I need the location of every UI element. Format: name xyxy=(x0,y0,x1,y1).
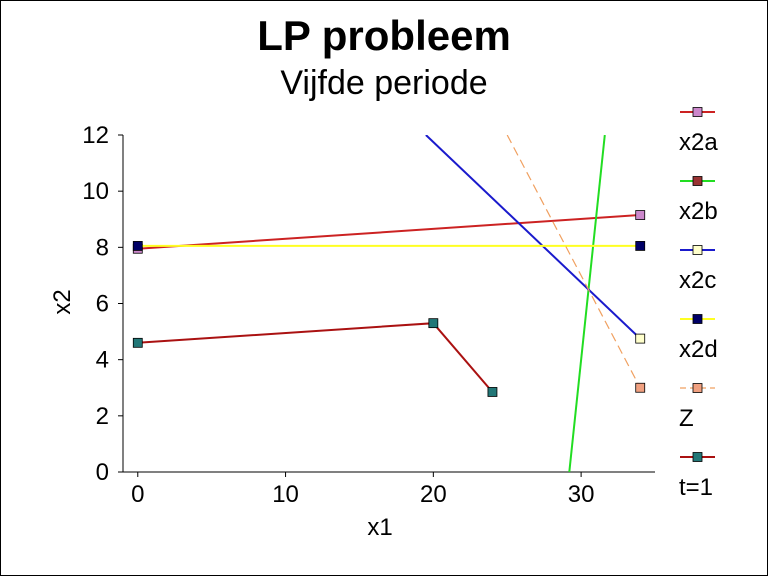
series-marker-Z xyxy=(635,382,646,393)
legend-label-t=1: t=1 xyxy=(679,474,713,501)
series-marker-t=1 xyxy=(132,337,143,348)
series-marker-x2c xyxy=(635,333,646,344)
legend-marker-x2a xyxy=(692,107,703,117)
series-marker-t=1 xyxy=(487,387,498,397)
y-tick-label: 8 xyxy=(96,234,109,261)
y-tick-label: 12 xyxy=(82,122,109,149)
legend-label-x2a: x2a xyxy=(679,129,718,156)
chart-subtitle: Vijfde periode xyxy=(280,64,488,102)
legend-label-Z: Z xyxy=(679,405,694,432)
legend-marker-x2b xyxy=(692,176,703,186)
legend: x2a x2b x2c x2d Zt=1 xyxy=(679,107,718,501)
series-layer xyxy=(132,135,646,472)
legend-marker-x2c xyxy=(692,245,703,255)
y-axis-label: x2 xyxy=(49,289,76,314)
y-tick-label: 6 xyxy=(96,291,109,318)
legend-label-x2b: x2b xyxy=(679,198,718,225)
x-tick-label: 0 xyxy=(131,481,144,508)
series-line-x2c xyxy=(425,135,641,340)
series-line-t=1 xyxy=(137,322,494,393)
series-marker-x2d xyxy=(132,241,143,251)
series-marker-x2d xyxy=(635,241,646,251)
legend-label-x2d: x2d xyxy=(679,336,718,363)
legend-label-x2c: x2c xyxy=(679,267,716,294)
plot-area: 0 2 4 6 8 10 12 0 10 20 30 xyxy=(82,122,655,508)
y-tick-label: 4 xyxy=(96,347,109,374)
series-line-x2b xyxy=(568,135,606,472)
chart-title: LP probleem xyxy=(257,12,511,59)
legend-marker-Z xyxy=(692,383,703,393)
x-tick-label: 10 xyxy=(272,481,299,508)
legend-marker-t=1 xyxy=(692,452,703,462)
series-marker-t=1 xyxy=(428,318,439,329)
y-tick-label: 10 xyxy=(82,178,109,205)
y-tick-label: 2 xyxy=(96,403,109,430)
x-tick-label: 30 xyxy=(568,481,595,508)
y-tick-label: 0 xyxy=(96,459,109,486)
legend-marker-x2d xyxy=(692,314,703,324)
series-line-x2a xyxy=(137,214,641,250)
series-marker-x2a xyxy=(635,210,646,220)
x-axis-label: x1 xyxy=(367,514,392,541)
x-tick-label: 20 xyxy=(420,481,447,508)
series-line-Z xyxy=(506,135,641,389)
